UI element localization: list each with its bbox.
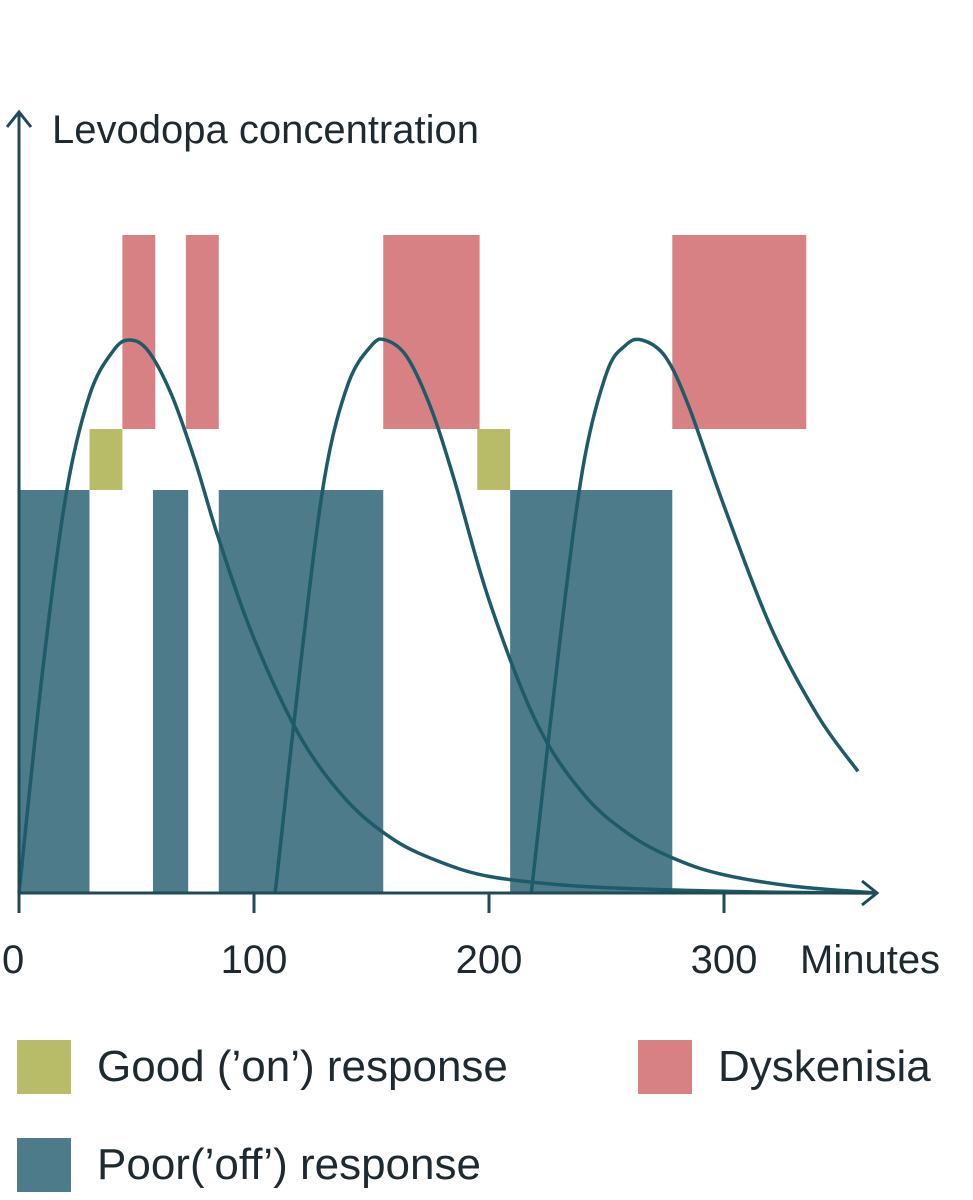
legend-poor-swatch xyxy=(17,1138,71,1192)
legend-poor: Poor(’off’) response xyxy=(17,1138,481,1192)
y-axis-arrow xyxy=(5,109,33,128)
legend-poor-label: Poor(’off’) response xyxy=(97,1140,481,1189)
x-axis-arrow xyxy=(861,879,880,907)
x-tick-label-0: 0 xyxy=(2,938,24,982)
dyskinesia-bar-2 xyxy=(185,235,219,429)
x-tick-label-200: 200 xyxy=(456,938,523,982)
x-tick-label-300: 300 xyxy=(691,938,758,982)
poor-bar-2 xyxy=(152,490,189,893)
dyskinesia-bar-1 xyxy=(122,235,156,429)
concentration-curve-2 xyxy=(273,337,877,895)
y-axis-title: Levodopa concentration xyxy=(52,108,479,152)
x-ticks: 0 100 200 300 xyxy=(2,893,757,982)
good-bar-1 xyxy=(89,429,123,490)
dyskinesia-bar-3 xyxy=(383,235,480,429)
dyskinesia-bar-4 xyxy=(672,235,807,429)
legend-good-label: Good (’on’) response xyxy=(97,1042,508,1091)
legend-dyskinesia-swatch xyxy=(638,1040,692,1094)
legend-dyskinesia: Dyskenisia xyxy=(638,1040,931,1094)
legend-good: Good (’on’) response xyxy=(17,1040,508,1094)
poor-bar-3 xyxy=(218,490,384,893)
poor-bar-1 xyxy=(19,490,90,893)
concentration-curve-1 xyxy=(17,338,877,895)
legend-good-swatch xyxy=(17,1040,71,1094)
x-axis-title: Minutes xyxy=(800,938,940,982)
axes xyxy=(5,109,880,907)
response-bars xyxy=(19,235,807,893)
concentration-curves xyxy=(17,337,877,895)
good-bar-2 xyxy=(477,429,511,490)
levodopa-chart: 0 100 200 300 Levodopa concentration Minute… xyxy=(2,108,940,982)
legend-dyskinesia-label: Dyskenisia xyxy=(718,1042,931,1091)
x-tick-label-100: 100 xyxy=(221,938,288,982)
concentration-curve-3 xyxy=(529,337,860,894)
poor-bar-4 xyxy=(510,490,673,893)
